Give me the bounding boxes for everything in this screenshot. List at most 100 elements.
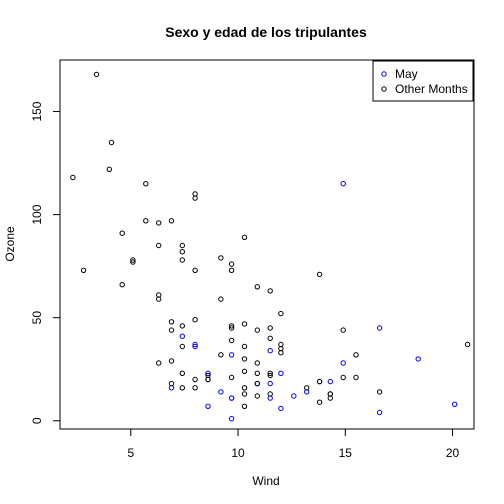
point-may: [218, 389, 224, 395]
point-other-months: [228, 325, 235, 331]
point-other-months: [179, 257, 186, 263]
point-other-months: [179, 370, 186, 376]
point-other-months: [179, 242, 186, 249]
point-other-months: [168, 380, 175, 387]
point-other-months: [327, 395, 333, 401]
point-other-months: [376, 389, 383, 395]
point-other-months: [192, 385, 198, 391]
y-tick-label: 0: [30, 417, 44, 424]
point-other-months: [278, 350, 284, 356]
point-other-months: [179, 323, 186, 329]
point-other-months: [192, 267, 198, 273]
point-other-months: [179, 249, 186, 255]
point-may: [192, 341, 198, 348]
point-other-months: [119, 282, 125, 288]
point-other-months: [156, 296, 162, 302]
point-may: [278, 370, 284, 376]
point-other-months: [108, 139, 115, 146]
point-may: [452, 401, 458, 407]
point-other-months: [254, 327, 260, 333]
point-other-months: [218, 296, 224, 302]
y-axis-title: Ozone: [3, 226, 17, 262]
point-other-months: [464, 341, 471, 348]
point-other-months: [156, 360, 162, 366]
point-other-months: [241, 385, 248, 391]
point-may: [376, 325, 383, 331]
point-other-months: [278, 341, 284, 348]
point-other-months: [254, 284, 260, 290]
point-may: [415, 356, 421, 362]
point-may: [340, 181, 346, 187]
point-other-months: [316, 399, 323, 405]
point-other-months: [143, 218, 149, 224]
point-other-months: [228, 267, 235, 273]
point-other-months: [80, 267, 87, 273]
point-other-months: [70, 174, 76, 181]
point-other-months: [267, 325, 273, 331]
point-may: [278, 405, 284, 412]
point-other-months: [316, 378, 323, 385]
point-other-months: [179, 343, 186, 350]
point-other-months: [168, 218, 175, 224]
point-other-months: [218, 255, 224, 261]
x-tick-label: 5: [127, 446, 134, 460]
point-other-months: [241, 343, 248, 350]
point-other-months: [168, 319, 175, 325]
point-may: [228, 395, 235, 401]
y-tick-label: 100: [30, 204, 44, 224]
point-other-months: [241, 391, 248, 397]
point-other-months: [192, 195, 198, 201]
point-other-months: [156, 242, 162, 249]
point-may: [267, 380, 273, 387]
x-tick-label: 20: [446, 446, 460, 460]
point-may: [327, 378, 333, 385]
legend-marker-other-months: [381, 86, 387, 92]
legend-marker-may: [381, 71, 387, 77]
point-other-months: [254, 370, 260, 376]
point-other-months: [168, 358, 175, 364]
point-other-months: [353, 374, 359, 381]
point-other-months: [119, 230, 125, 236]
y-tick-label: 150: [30, 101, 44, 121]
x-tick-label: 15: [339, 446, 353, 460]
point-other-months: [179, 385, 186, 391]
point-other-months: [267, 391, 273, 397]
point-may: [228, 352, 235, 358]
point-other-months: [353, 352, 359, 358]
legend-label-may: May: [395, 67, 418, 81]
x-tick-label: 10: [231, 446, 245, 460]
point-other-months: [267, 288, 273, 294]
x-axis-title: Wind: [252, 474, 279, 488]
point-other-months: [254, 393, 260, 399]
point-may: [205, 403, 211, 409]
point-other-months: [241, 321, 248, 327]
point-other-months: [267, 372, 273, 379]
point-other-months: [278, 310, 284, 317]
point-other-months: [143, 181, 149, 187]
point-other-months: [228, 261, 235, 267]
point-other-months: [267, 370, 273, 376]
point-other-months: [192, 317, 198, 323]
legend-box: [372, 60, 474, 102]
point-may: [376, 409, 383, 416]
point-may: [179, 333, 186, 339]
point-other-months: [304, 385, 310, 391]
point-other-months: [241, 368, 248, 374]
point-other-months: [156, 220, 162, 226]
point-may: [291, 393, 297, 399]
chart-title: Sexo y edad de los tripulantes: [165, 24, 367, 40]
point-other-months: [316, 271, 323, 278]
point-other-months: [267, 335, 273, 341]
point-other-months: [340, 374, 346, 381]
point-other-months: [241, 403, 248, 409]
x-axis: 5 10 15 20: [127, 429, 460, 460]
point-other-months: [130, 257, 136, 263]
point-may: [205, 370, 211, 376]
point-may: [267, 348, 273, 354]
data-points: [70, 71, 471, 422]
point-other-months: [254, 360, 260, 366]
legend-label-other-months: Other Months: [395, 82, 468, 96]
point-other-months: [241, 234, 248, 241]
legend: May Other Months: [372, 60, 474, 102]
